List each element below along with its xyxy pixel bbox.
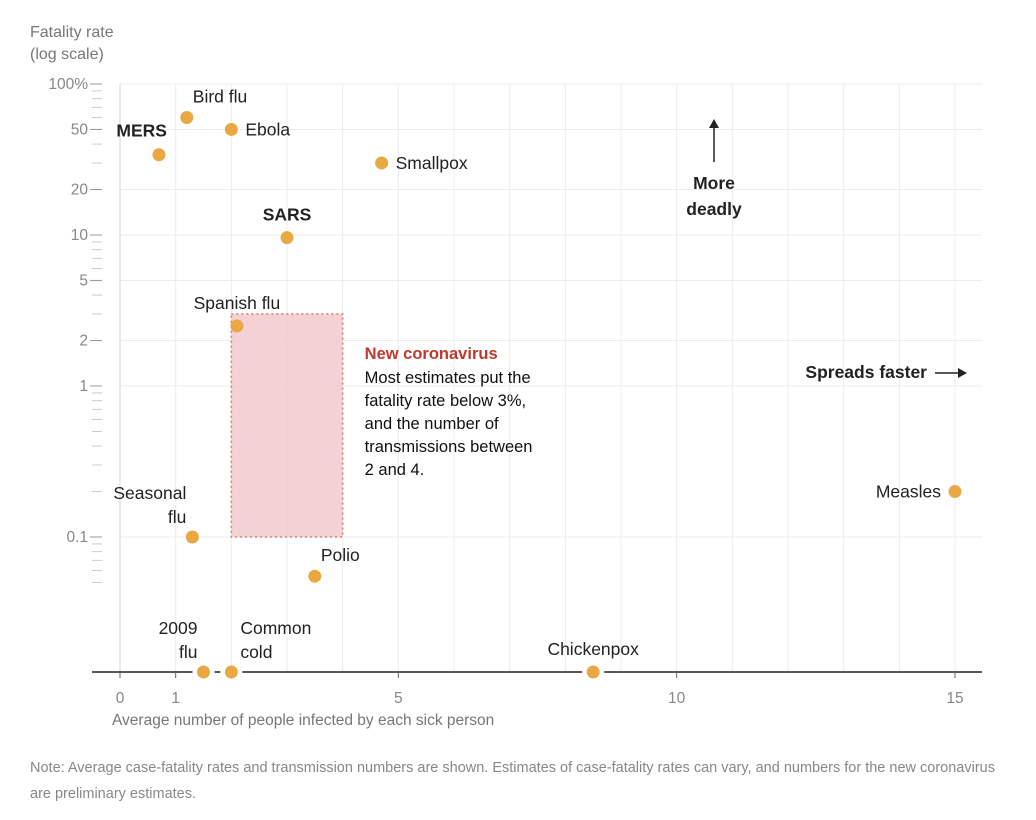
y-tick-label: 1 [79, 378, 88, 395]
y-tick-label: 50 [71, 121, 89, 138]
chickenpox-label: Chickenpox [547, 639, 639, 659]
new-coronavirus-text-line: Most estimates put the [365, 369, 531, 387]
chickenpox-point [586, 665, 600, 679]
common-cold-label: cold [240, 642, 272, 662]
spreads-faster-arrow-head [958, 368, 967, 378]
bird-flu-point [180, 110, 194, 124]
mers-point [152, 148, 166, 162]
polio-point [308, 569, 322, 583]
annotation-layer: More deadly Spreads faster [686, 119, 967, 382]
smallpox-point [375, 156, 389, 170]
x-tick-label: 1 [171, 690, 180, 707]
mers-label: MERS [116, 121, 167, 141]
ebola-point [224, 122, 238, 136]
more-deadly-label: deadly [686, 199, 742, 219]
highlight-region-layer: New coronavirus Most estimates put the fat… [230, 313, 533, 538]
common-cold-point [224, 665, 238, 679]
y-tick-label: 0.1 [66, 529, 88, 546]
footnote: Note: Average case-fatality rates and tr… [30, 760, 995, 802]
more-deadly-arrow-head [709, 119, 719, 128]
spanish-flu-point [230, 319, 244, 333]
seasonal-flu-label: Seasonal [113, 483, 186, 503]
spanish-flu-label: Spanish flu [194, 293, 281, 313]
sars-point [280, 231, 294, 245]
more-deadly-label: More [693, 173, 735, 193]
x-tick-label: 5 [394, 690, 403, 707]
measles-label: Measles [876, 482, 941, 502]
new-coronavirus-text-line: fatality rate below 3%, [365, 392, 526, 410]
sars-label: SARS [263, 205, 312, 225]
common-cold-label: Common [240, 618, 311, 638]
2009-flu-point [197, 665, 210, 679]
new-coronavirus-title: New coronavirus [365, 345, 498, 363]
new-coronavirus-text-line: and the number of [365, 415, 499, 433]
seasonal-flu-label: flu [168, 507, 186, 527]
scatter-chart: New coronavirus Most estimates put the fat… [48, 76, 982, 729]
points-layer: MERS Bird flu Ebola Smallpox SARS Spanish flu… [113, 86, 962, 679]
y-tick-label: 5 [79, 272, 88, 289]
smallpox-label: Smallpox [396, 153, 468, 173]
y-tick-label: 20 [71, 182, 89, 199]
x-tick-label: 10 [668, 690, 686, 707]
2009-flu-label: 2009 [159, 618, 198, 638]
y-axis-title-line-1: Fatality rate [30, 24, 114, 41]
y-tick-label: 2 [79, 333, 88, 350]
x-tick-label: 0 [116, 690, 125, 707]
seasonal-flu-point [185, 530, 199, 544]
new-coronavirus-text-line: 2 and 4. [365, 461, 425, 479]
measles-point [948, 485, 962, 499]
2009-flu-label: flu [179, 642, 197, 662]
y-tick-label: 100% [48, 76, 88, 93]
bird-flu-label: Bird flu [193, 86, 247, 106]
ebola-label: Ebola [245, 119, 290, 139]
x-tick-label: 15 [946, 690, 963, 707]
y-axis-title-line-2: (log scale) [30, 46, 104, 63]
spreads-faster-label: Spreads faster [805, 362, 927, 382]
polio-label: Polio [321, 545, 360, 565]
x-axis-title: Average number of people infected by eac… [112, 712, 494, 729]
y-axis-title: Fatality rate (log scale) [30, 22, 114, 66]
new-coronavirus-region [230, 313, 344, 538]
new-coronavirus-text-line: transmissions between [365, 438, 533, 456]
y-tick-label: 10 [71, 227, 89, 244]
